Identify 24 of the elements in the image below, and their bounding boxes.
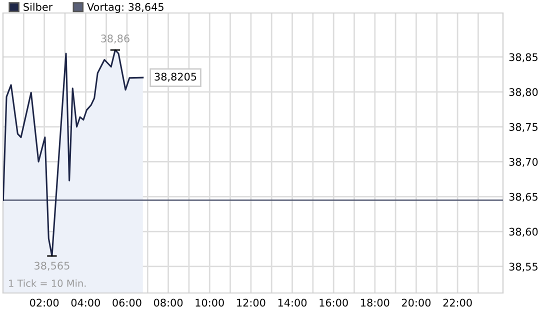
x-tick-label: 18:00 (361, 298, 390, 307)
y-tick-label: 38,65 (509, 192, 538, 202)
y-tick-label: 38,70 (509, 158, 538, 167)
x-tick-label: 12:00 (237, 298, 266, 307)
y-tick-label: 38,80 (509, 88, 538, 98)
legend-label: Vortag: 38,645 (87, 3, 164, 13)
y-tick-label: 38,60 (509, 228, 538, 237)
y-tick-label: 38,85 (509, 53, 538, 62)
x-tick-label: 14:00 (278, 298, 307, 307)
x-tick-label: 04:00 (71, 298, 100, 307)
y-tick-label: 38,75 (509, 123, 538, 132)
annotation: 38,565 (34, 262, 70, 271)
x-tick-label: 02:00 (30, 298, 59, 307)
annotation: 38,86 (101, 34, 130, 44)
legend-label: Silber (24, 2, 53, 11)
x-tick-label: 16:00 (320, 298, 348, 307)
x-tick-label: 22:00 (443, 298, 472, 307)
y-tick-label: 38,55 (509, 262, 538, 272)
annotation: 38,8205 (154, 72, 196, 82)
x-tick-label: 10:00 (196, 298, 224, 307)
annotation: 1 Tick = 10 Min. (9, 279, 86, 287)
x-tick-label: 20:00 (402, 298, 431, 307)
x-tick-label: 06:00 (112, 298, 142, 307)
x-tick-label: 08:00 (154, 298, 183, 307)
